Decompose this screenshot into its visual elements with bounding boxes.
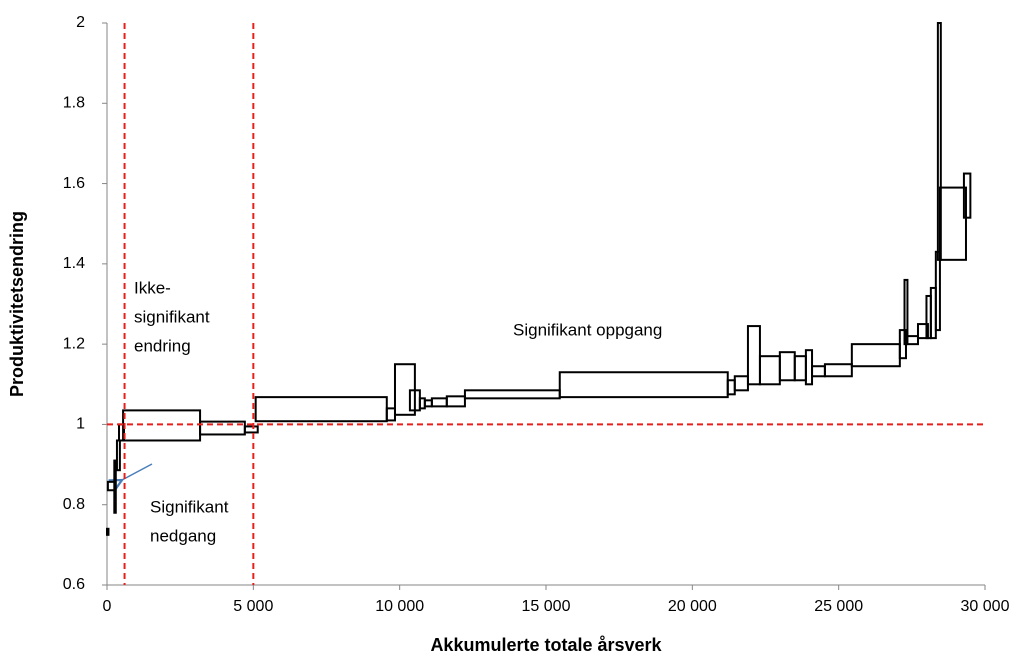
box — [962, 172, 972, 219]
y-axis-title: Produktivitetsendring — [7, 211, 27, 397]
box — [122, 409, 202, 442]
y-tick-label: 1.4 — [63, 255, 85, 272]
box — [243, 425, 259, 434]
box — [726, 379, 736, 396]
box — [746, 325, 761, 386]
annotation: Signifikant oppgang — [513, 320, 662, 339]
y-tick-label: 1 — [76, 416, 85, 433]
box — [463, 389, 561, 400]
y-tick-label: 2 — [76, 14, 85, 31]
box — [430, 397, 448, 408]
box — [938, 186, 967, 261]
box — [115, 439, 121, 472]
box — [423, 399, 433, 408]
x-tick-label: 30 000 — [961, 598, 1010, 615]
annotation: nedgang — [150, 526, 216, 545]
x-tick-label: 10 000 — [375, 598, 424, 615]
x-tick-label: 25 000 — [814, 598, 863, 615]
y-tick-label: 1.8 — [63, 95, 85, 112]
x-tick-label: 20 000 — [668, 598, 717, 615]
box — [934, 250, 941, 332]
box — [106, 527, 110, 536]
annotation: Signifikant — [150, 497, 229, 516]
box — [904, 335, 919, 346]
box — [811, 365, 826, 378]
x-tick-label: 0 — [103, 598, 112, 615]
x-axis-title: Akkumulerte totale årsverk — [430, 635, 662, 655]
annotation: Ikke- — [134, 278, 171, 297]
annotation: signifikant — [134, 307, 210, 326]
box — [850, 343, 901, 368]
box — [385, 407, 396, 422]
x-tick-label: 15 000 — [522, 598, 571, 615]
box — [823, 363, 853, 378]
box — [733, 375, 749, 392]
y-tick-label: 1.6 — [63, 175, 85, 192]
y-tick-label: 1.2 — [63, 335, 85, 352]
box — [793, 355, 807, 382]
x-tick-label: 5 000 — [233, 598, 273, 615]
box — [778, 351, 796, 382]
arrow — [122, 463, 153, 480]
box — [254, 396, 388, 423]
box — [113, 459, 117, 514]
y-tick-label: 0.8 — [63, 496, 85, 513]
annotation: endring — [134, 336, 191, 355]
box — [758, 355, 781, 386]
y-tick-label: 0.6 — [63, 576, 85, 593]
box — [916, 323, 929, 340]
box — [445, 395, 466, 408]
box — [558, 371, 729, 399]
